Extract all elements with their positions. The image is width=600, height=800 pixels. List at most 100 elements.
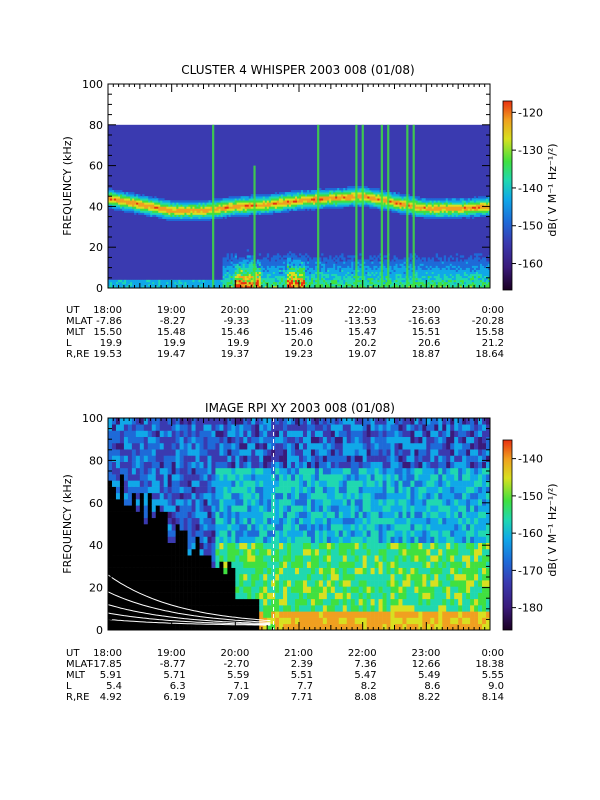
spectrogram-cell bbox=[172, 512, 176, 519]
spectrogram-cell bbox=[239, 264, 241, 266]
spectrogram-cell bbox=[140, 580, 144, 587]
spectrogram-cell bbox=[202, 202, 204, 204]
spectrogram-cell bbox=[424, 257, 426, 259]
spectrogram-cell bbox=[247, 259, 249, 261]
spectrogram-cell bbox=[160, 480, 164, 487]
spectrogram-cell bbox=[349, 200, 351, 202]
spectrogram-cell bbox=[263, 276, 265, 278]
spectrogram-cell bbox=[249, 264, 251, 266]
spectrogram-cell bbox=[108, 437, 112, 444]
spectrogram-cell bbox=[132, 194, 134, 196]
spectrogram-cell bbox=[309, 259, 311, 261]
spectrogram-cell bbox=[464, 202, 466, 204]
spectrogram-cell bbox=[124, 443, 128, 450]
spectrogram-cell bbox=[168, 574, 172, 581]
spectrogram-cell bbox=[319, 274, 321, 276]
spectrogram-cell bbox=[331, 206, 333, 208]
spectrogram-cell bbox=[136, 549, 140, 556]
spectrogram-cell bbox=[359, 276, 361, 278]
spectrogram-cell bbox=[168, 437, 172, 444]
spectrogram-cell bbox=[231, 274, 233, 276]
spectrogram-cell bbox=[456, 259, 458, 261]
spectrogram-cell bbox=[432, 259, 434, 261]
spectrogram-cell bbox=[176, 202, 178, 204]
spectrogram-cell bbox=[231, 204, 233, 206]
spectrogram-cell bbox=[174, 210, 176, 212]
spectrogram-cell bbox=[478, 202, 480, 204]
spectrogram-cell bbox=[369, 192, 371, 194]
spectrogram-cell bbox=[205, 213, 207, 215]
spectrogram-cell bbox=[438, 208, 440, 210]
spectrogram-cell bbox=[279, 208, 281, 210]
spectrogram-cell bbox=[456, 257, 458, 259]
spectrogram-cell bbox=[430, 217, 432, 219]
spectrogram-cell bbox=[351, 255, 353, 257]
spectrogram-cell bbox=[196, 215, 198, 217]
spectrogram-cell bbox=[176, 580, 180, 587]
spectrogram-cell bbox=[476, 213, 478, 215]
spectrogram-cell bbox=[152, 280, 154, 282]
spectrogram-cell bbox=[416, 270, 418, 272]
spectrogram-cell bbox=[325, 274, 327, 276]
spectrogram-cell bbox=[124, 437, 128, 444]
spectrogram-cell bbox=[156, 568, 160, 575]
spectrogram-cell bbox=[484, 280, 486, 282]
spectrogram-cell bbox=[391, 270, 393, 272]
spectrogram-cell bbox=[478, 215, 480, 217]
spectrogram-cell bbox=[321, 274, 323, 276]
spectrogram-cell bbox=[162, 202, 164, 204]
spectrogram-cell bbox=[176, 555, 180, 562]
spectrogram-cell bbox=[215, 208, 217, 210]
spectrogram-cell bbox=[337, 196, 339, 198]
spectrogram-cell bbox=[339, 282, 341, 284]
spectrogram-cell bbox=[176, 455, 180, 462]
spectrogram-cell bbox=[132, 530, 136, 537]
spectrogram-cell bbox=[215, 206, 217, 208]
spectrogram-cell bbox=[400, 278, 402, 280]
spectrogram-cell bbox=[239, 202, 241, 204]
spectrogram-cell bbox=[227, 272, 229, 274]
spectrogram-cell bbox=[116, 196, 118, 198]
spectrogram-cell bbox=[152, 480, 156, 487]
spectrogram-cell bbox=[227, 253, 229, 255]
spectrogram-cell bbox=[168, 455, 172, 462]
spectrogram-cell bbox=[196, 202, 198, 204]
spectrogram-cell bbox=[259, 208, 261, 210]
spectrogram-cell bbox=[474, 202, 476, 204]
spectrogram-cell bbox=[263, 196, 265, 198]
spectrogram-cell bbox=[299, 257, 301, 259]
spectrogram-cell bbox=[152, 487, 156, 494]
spectrogram-cell bbox=[438, 204, 440, 206]
spectrogram-cell bbox=[194, 200, 196, 202]
spectrogram-cell bbox=[367, 274, 369, 276]
spectrogram-cell bbox=[462, 208, 464, 210]
spectrogram-cell bbox=[221, 210, 223, 212]
spectrogram-cell bbox=[293, 257, 295, 259]
spectrogram-cell bbox=[273, 198, 275, 200]
spectrogram-cell bbox=[247, 264, 249, 266]
spectrogram-cell bbox=[237, 198, 239, 200]
spectrogram-cell bbox=[176, 512, 180, 519]
spectrogram-cell bbox=[476, 261, 478, 263]
spectrogram-cell bbox=[402, 276, 404, 278]
spectrogram-cell bbox=[367, 282, 369, 284]
spectrogram-cell bbox=[486, 272, 488, 274]
spectrogram-cell bbox=[144, 449, 148, 456]
spectrogram-cell bbox=[257, 270, 259, 272]
spectrogram-cell bbox=[148, 543, 152, 550]
spectrogram-cell bbox=[343, 280, 345, 282]
spectrogram-cell bbox=[440, 208, 442, 210]
spectrogram-cell bbox=[307, 204, 309, 206]
spectrogram-cell bbox=[239, 278, 241, 280]
spectrogram-cell bbox=[198, 200, 200, 202]
spectrogram-cell bbox=[287, 198, 289, 200]
spectrogram-cell bbox=[162, 215, 164, 217]
spectrogram-cell bbox=[128, 480, 132, 487]
spectrogram-cell bbox=[184, 555, 188, 562]
spectrogram-cell bbox=[365, 270, 367, 272]
spectrogram-cell bbox=[291, 270, 293, 272]
spectrogram-cell bbox=[140, 462, 144, 469]
spectrogram-cell bbox=[295, 274, 297, 276]
spectrogram-cell bbox=[367, 276, 369, 278]
spectrogram-cell bbox=[148, 206, 150, 208]
